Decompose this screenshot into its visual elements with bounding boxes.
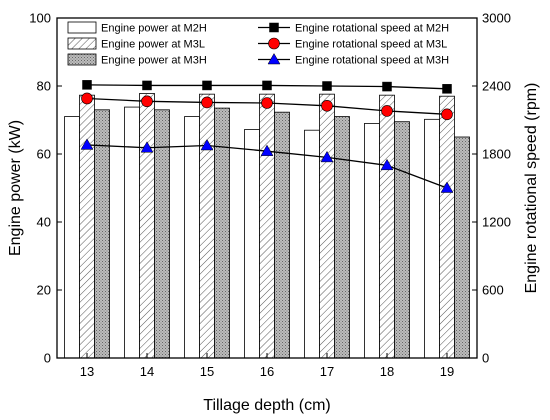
bar-dotted-gray-18 [394, 121, 410, 359]
y2-tick-label: 600 [482, 283, 504, 298]
x-axis-title: Tillage depth (cm) [203, 397, 330, 414]
point-circle-14 [141, 95, 153, 108]
point-square-19 [442, 84, 452, 94]
point-square-15 [202, 80, 212, 91]
bar-white-15 [184, 116, 200, 359]
legend-swatch-hatched [67, 37, 97, 50]
x-tick-label: 13 [80, 364, 94, 379]
point-triangle-16 [260, 144, 274, 156]
point-square-17 [322, 81, 332, 91]
point-square-16 [262, 80, 272, 91]
bar-dotted-gray-17 [334, 116, 350, 359]
x-tick-label: 17 [320, 364, 334, 379]
bar-white-13 [64, 116, 80, 359]
bar-white-18 [364, 123, 380, 359]
legend-label: Engine power at M3H [101, 55, 207, 67]
point-triangle-14 [140, 141, 154, 153]
y2-tick-label: 0 [482, 351, 489, 366]
point-circle-17 [321, 100, 333, 112]
y-tick-label: 0 [44, 351, 51, 366]
point-triangle-17 [320, 150, 334, 163]
y2-tick-label: 1800 [482, 147, 511, 162]
x-tick-label: 15 [200, 364, 214, 379]
point-square-18 [382, 81, 392, 92]
y-tick-label: 20 [37, 283, 51, 298]
bar-hatched-18 [379, 94, 395, 359]
point-circle-16 [261, 97, 273, 109]
bar-white-14 [124, 106, 140, 359]
y2-tick-label: 1200 [482, 215, 511, 230]
point-circle-15 [201, 96, 213, 109]
point-square-13 [82, 80, 92, 90]
point-circle-13 [81, 92, 93, 105]
x-tick-label: 18 [380, 364, 394, 379]
y-tick-label: 60 [37, 147, 51, 162]
bar-hatched-14 [139, 93, 155, 359]
bar-white-16 [244, 129, 260, 359]
point-triangle-19 [440, 181, 454, 193]
legend-label: Engine rotational speed at M2H [295, 23, 449, 35]
point-triangle-18 [380, 158, 394, 171]
point-triangle-13 [80, 138, 94, 150]
y2-tick-label: 2400 [482, 79, 511, 94]
point-square-14 [142, 80, 152, 91]
bar-dotted-gray-15 [214, 107, 230, 359]
legend-marker-triangle [267, 52, 281, 65]
bar-hatched-13 [79, 94, 95, 359]
legend-swatch-dotted-gray [67, 53, 97, 66]
bar-dotted-gray-19 [454, 136, 470, 359]
legend: Engine power at M2H Engine power at M3L En… [67, 21, 449, 67]
y2-axis-title: Engine rotational speed (rpm) [523, 83, 540, 294]
x-tick-label: 19 [440, 364, 454, 379]
y-axis-title: Engine power (kW) [7, 120, 24, 256]
bar-hatched-15 [199, 93, 215, 359]
axes-layer: 0 20 40 60 80 100 0 600 1200 1800 2400 3000 13 14 15 16… [29, 11, 511, 380]
bar-hatched-19 [439, 95, 455, 359]
x-tick-label: 14 [140, 364, 154, 379]
legend-label: Engine rotational speed at M3H [295, 55, 449, 67]
bar-white-17 [304, 129, 320, 359]
bar-dotted-gray-13 [94, 109, 110, 359]
y-tick-label: 40 [37, 215, 51, 230]
bar-white-19 [424, 118, 440, 359]
legend-label: Engine power at M2H [101, 23, 207, 35]
y2-tick-label: 3000 [482, 11, 511, 26]
point-circle-18 [381, 105, 393, 117]
legend-swatch-white [67, 21, 97, 34]
point-circle-19 [441, 108, 453, 121]
bar-dotted-gray-16 [274, 111, 290, 359]
y-tick-label: 80 [37, 79, 51, 94]
bar-hatched-16 [259, 93, 275, 359]
legend-marker-circle [268, 37, 280, 50]
legend-label: Engine rotational speed at M3L [295, 39, 447, 51]
point-triangle-15 [200, 138, 214, 151]
bars-layer [64, 93, 470, 359]
y-tick-label: 100 [29, 11, 51, 26]
bar-hatched-17 [319, 93, 335, 359]
legend-label: Engine power at M3L [101, 39, 205, 51]
legend-marker-square [269, 22, 279, 33]
x-tick-label: 16 [260, 364, 274, 379]
lines-layer [80, 80, 454, 193]
